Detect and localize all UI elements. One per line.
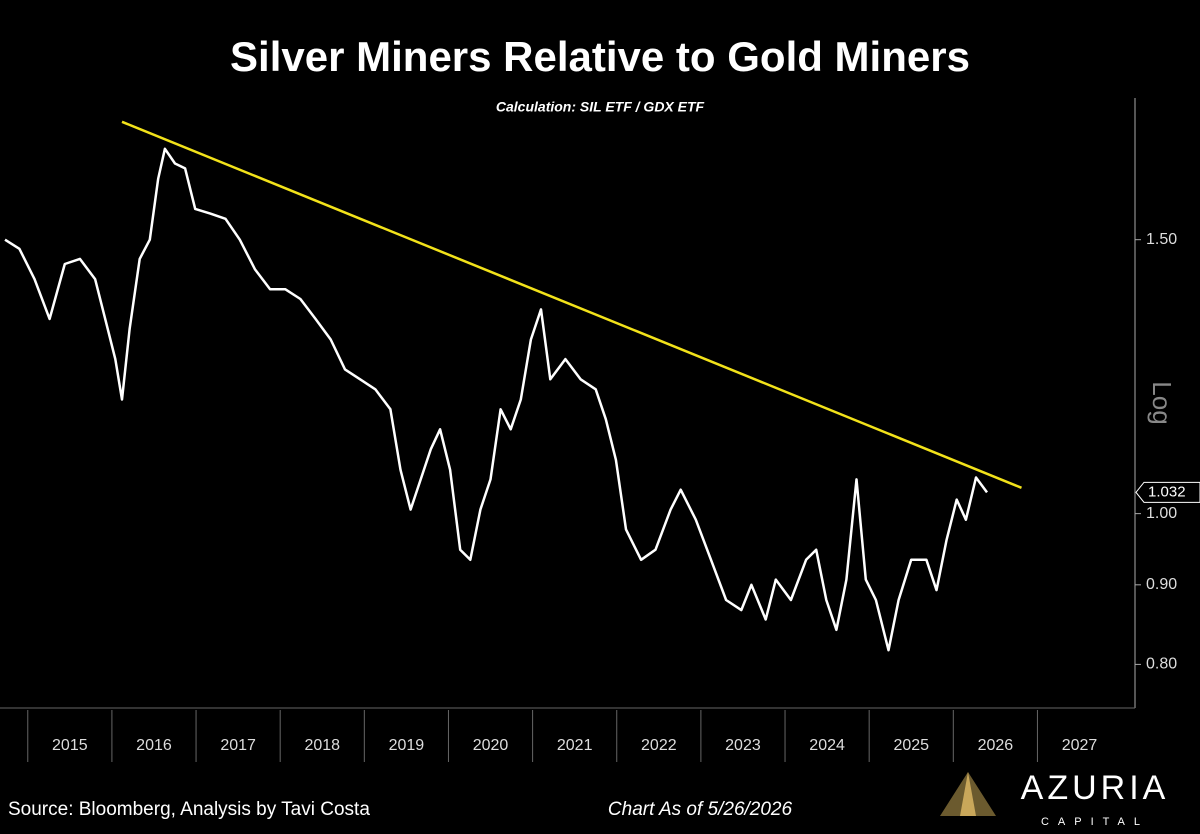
x-tick-label: 2018	[304, 737, 340, 754]
x-tick-label: 2020	[473, 737, 509, 754]
chart-title: Silver Miners Relative to Gold Miners	[230, 33, 970, 80]
y-axis-label: Log	[1147, 381, 1177, 424]
x-tick-label: 2024	[809, 737, 845, 754]
trend-line	[121, 120, 1022, 489]
data-line	[4, 147, 989, 652]
x-tick-label: 2015	[52, 737, 88, 754]
x-tick-label: 2021	[557, 737, 593, 754]
x-tick-label: 2016	[136, 737, 172, 754]
x-tick-label: 2026	[978, 737, 1014, 754]
x-tick-label: 2025	[893, 737, 929, 754]
x-tick-label: 2019	[389, 737, 425, 754]
last-value-label: 1.032	[1148, 483, 1186, 500]
y-tick-label: 1.50	[1146, 231, 1177, 248]
logo-mark	[940, 772, 996, 816]
x-tick-label: 2027	[1062, 737, 1098, 754]
y-tick-label: 0.80	[1146, 656, 1177, 673]
last-value-box	[1135, 481, 1200, 503]
y-tick-label: 1.00	[1146, 505, 1177, 522]
x-tick-label: 2023	[725, 737, 761, 754]
x-tick-label: 2022	[641, 737, 677, 754]
source-note: Source: Bloomberg, Analysis by Tavi Cost…	[8, 799, 370, 820]
logo-name: AZURIA	[1021, 769, 1170, 807]
y-tick-label: 0.90	[1146, 576, 1177, 593]
as-of-note: Chart As of 5/26/2026	[608, 799, 793, 820]
x-tick-label: 2017	[220, 737, 256, 754]
logo-tagline: CAPITAL	[1041, 816, 1149, 828]
chart-subtitle: Calculation: SIL ETF / GDX ETF	[496, 99, 705, 115]
